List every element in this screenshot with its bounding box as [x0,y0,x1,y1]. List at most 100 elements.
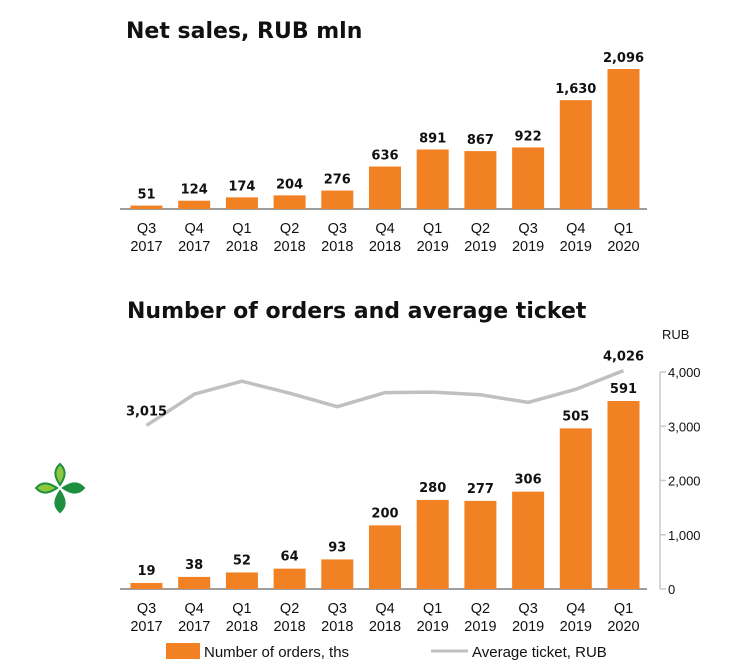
net-sales-x-tick-label: Q4 [185,221,204,237]
logo-leaf-icon [34,462,86,514]
orders-x-tick-label: Q4 [185,601,204,617]
net-sales-bar [607,69,640,209]
orders-x-tick-label: Q3 [328,601,347,617]
net-sales-bar [178,200,211,209]
orders-bar [559,428,592,589]
net-sales-bar [416,149,449,209]
net-sales-x-tick-label: Q1 [423,221,442,237]
company-logo [34,462,86,514]
orders-x-tick-label: Q4 [375,601,394,617]
net-sales-value-label: 1,630 [555,82,596,97]
legend-orders-swatch [166,643,200,659]
net-sales-x-tick-label: 2018 [273,239,305,255]
orders-bar [130,582,163,589]
net-sales-bar [464,151,497,209]
legend: Number of orders, ths Average ticket, RU… [166,643,607,661]
orders-value-label: 19 [137,564,155,579]
net-sales-x-tick-label: Q3 [328,221,347,237]
orders-value-label: 306 [515,473,542,488]
net-sales-x-tick-label: 2018 [226,239,258,255]
orders-x-tick-label: 2017 [178,619,210,635]
orders-x-tick-label: 2020 [607,619,639,635]
orders-x-tick-label: 2019 [464,619,496,635]
orders-bar [178,576,211,589]
legend-ticket-label: Average ticket, RUB [472,644,607,661]
net-sales-x-tick-label: 2019 [512,239,544,255]
net-sales-x-tick-label: 2019 [464,239,496,255]
net-sales-value-label: 51 [137,188,155,203]
net-sales-value-label: 174 [228,179,255,194]
net-sales-x-tick-label: 2018 [369,239,401,255]
right-axis-tick-label: 1,000 [668,528,701,543]
net-sales-x-tick-label: 2020 [607,239,639,255]
orders-x-tick-label: Q3 [137,601,156,617]
orders-bar [273,568,306,589]
orders-value-label: 93 [328,540,346,555]
orders-bar [512,491,545,589]
orders-bar [416,499,449,589]
net-sales-bar [273,195,306,209]
net-sales-x-tick-label: 2018 [321,239,353,255]
orders-bar [321,559,354,589]
net-sales-value-label: 276 [324,173,351,188]
net-sales-value-label: 124 [181,183,208,198]
orders-bar [607,401,640,589]
net-sales-x-tick-label: Q4 [375,221,394,237]
net-sales-chart: 51 Q3 2017 124 Q4 2017 174 Q1 2018 204 Q2 2018 276 Q3… [120,51,647,255]
net-sales-x-tick-label: 2019 [417,239,449,255]
orders-x-tick-label: 2018 [321,619,353,635]
net-sales-bar [321,190,354,209]
orders-bar [369,525,401,589]
average-ticket-point-label: 3,015 [126,404,167,419]
orders-x-tick-label: 2018 [369,619,401,635]
net-sales-value-label: 891 [419,131,446,146]
average-ticket-line [145,368,625,427]
orders-x-tick-label: Q3 [518,601,537,617]
orders-x-tick-label: Q1 [614,601,633,617]
net-sales-value-label: 2,096 [603,51,644,66]
net-sales-x-tick-label: Q1 [614,221,633,237]
right-axis-tick-label: 0 [668,582,675,597]
orders-value-label: 64 [281,550,299,565]
net-sales-x-tick-label: Q2 [471,221,490,237]
orders-x-tick-label: Q4 [566,601,585,617]
orders-value-label: 591 [610,382,637,397]
net-sales-value-label: 922 [515,129,542,144]
legend-orders-label: Number of orders, ths [204,644,349,661]
net-sales-bar [225,197,258,209]
net-sales-x-tick-label: Q2 [280,221,299,237]
net-sales-x-tick-label: Q3 [518,221,537,237]
orders-value-label: 277 [467,482,494,497]
net-sales-x-tick-label: Q3 [137,221,156,237]
net-sales-x-tick-label: Q1 [232,221,251,237]
orders-x-tick-label: Q2 [471,601,490,617]
net-sales-value-label: 867 [467,133,494,148]
net-sales-title: Net sales, RUB mln [126,19,362,44]
right-axis-tick-label: 4,000 [668,365,701,380]
orders-title: Number of orders and average ticket [127,299,587,324]
net-sales-x-tick-label: 2017 [130,239,162,255]
orders-bar [225,572,258,589]
orders-x-tick-label: Q2 [280,601,299,617]
orders-ticket-chart: RUB 19 Q3 2017 38 Q4 2017 52 Q1 2018 64 Q2 2018 93 Q3… [120,327,701,635]
right-axis-unit-label: RUB [662,327,689,342]
orders-bar [464,500,497,589]
orders-x-tick-label: 2018 [273,619,305,635]
orders-value-label: 280 [419,481,446,496]
net-sales-bar [369,166,401,209]
net-sales-x-tick-label: 2019 [560,239,592,255]
net-sales-bar [130,205,163,209]
net-sales-x-tick-label: 2017 [178,239,210,255]
orders-x-tick-label: Q1 [423,601,442,617]
right-axis-tick-label: 2,000 [668,474,701,489]
orders-value-label: 52 [233,553,251,568]
orders-x-tick-label: 2019 [512,619,544,635]
right-axis-tick-label: 3,000 [668,419,701,434]
orders-value-label: 505 [562,409,589,424]
net-sales-bar [512,147,545,209]
net-sales-x-tick-label: Q4 [566,221,585,237]
average-ticket-point-label: 4,026 [603,350,644,365]
orders-x-tick-label: 2017 [130,619,162,635]
orders-value-label: 38 [185,558,203,573]
